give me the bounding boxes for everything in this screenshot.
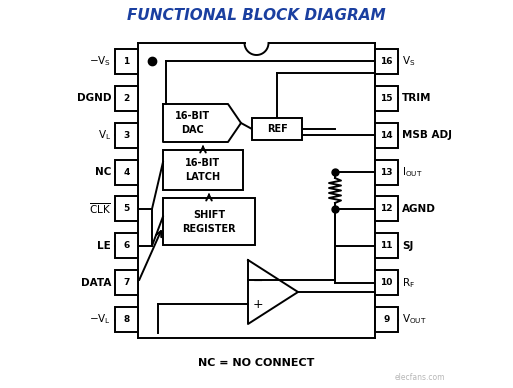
Text: 14: 14 bbox=[380, 131, 393, 140]
Text: 6: 6 bbox=[123, 241, 130, 250]
Polygon shape bbox=[248, 260, 298, 324]
Text: REGISTER: REGISTER bbox=[182, 223, 236, 234]
Text: NC: NC bbox=[94, 167, 111, 177]
Bar bbox=[115, 307, 138, 332]
Text: REF: REF bbox=[267, 124, 287, 134]
Text: 1: 1 bbox=[123, 57, 130, 66]
Text: NC = NO CONNECT: NC = NO CONNECT bbox=[198, 358, 314, 368]
Text: $-\mathrm{V_S}$: $-\mathrm{V_S}$ bbox=[89, 55, 111, 68]
Text: 5: 5 bbox=[123, 204, 130, 213]
Bar bbox=[163, 150, 243, 190]
Bar bbox=[375, 49, 398, 74]
Bar bbox=[115, 233, 138, 258]
Text: 10: 10 bbox=[380, 278, 392, 287]
Text: LATCH: LATCH bbox=[185, 172, 221, 182]
Text: 2: 2 bbox=[123, 94, 130, 103]
Text: 16-BIT: 16-BIT bbox=[185, 158, 221, 168]
Text: $\mathrm{R_F}$: $\mathrm{R_F}$ bbox=[402, 276, 415, 289]
Bar bbox=[375, 159, 398, 185]
Text: FUNCTIONAL BLOCK DIAGRAM: FUNCTIONAL BLOCK DIAGRAM bbox=[127, 9, 385, 24]
Bar bbox=[375, 307, 398, 332]
Text: 11: 11 bbox=[380, 241, 393, 250]
Bar bbox=[115, 86, 138, 111]
Bar bbox=[115, 196, 138, 222]
Text: 8: 8 bbox=[123, 315, 130, 324]
Text: $\mathrm{V_L}$: $\mathrm{V_L}$ bbox=[98, 128, 111, 142]
Text: $-$: $-$ bbox=[252, 274, 264, 286]
Text: 15: 15 bbox=[380, 94, 393, 103]
Text: $\mathrm{V_{OUT}}$: $\mathrm{V_{OUT}}$ bbox=[402, 313, 427, 326]
Text: MSB ADJ: MSB ADJ bbox=[402, 130, 452, 140]
Bar bbox=[252, 118, 302, 140]
Bar bbox=[115, 270, 138, 295]
Bar bbox=[375, 123, 398, 148]
Bar bbox=[115, 159, 138, 185]
Text: $+$: $+$ bbox=[252, 298, 264, 310]
Text: SJ: SJ bbox=[402, 241, 413, 251]
Text: 16: 16 bbox=[380, 57, 393, 66]
Text: 12: 12 bbox=[380, 204, 393, 213]
Text: TRIM: TRIM bbox=[402, 93, 431, 103]
Text: 9: 9 bbox=[383, 315, 390, 324]
Text: $\mathrm{V_S}$: $\mathrm{V_S}$ bbox=[402, 55, 416, 68]
Bar bbox=[115, 123, 138, 148]
Bar bbox=[115, 49, 138, 74]
Text: $-\mathrm{V_L}$: $-\mathrm{V_L}$ bbox=[89, 313, 111, 326]
Text: 4: 4 bbox=[123, 168, 130, 177]
Text: 3: 3 bbox=[123, 131, 130, 140]
Bar bbox=[375, 196, 398, 222]
Text: 16-BIT: 16-BIT bbox=[175, 111, 210, 121]
Polygon shape bbox=[163, 104, 241, 142]
Bar bbox=[375, 233, 398, 258]
Text: AGND: AGND bbox=[402, 204, 436, 214]
Text: DATA: DATA bbox=[81, 278, 111, 288]
Text: 7: 7 bbox=[123, 278, 130, 287]
Bar bbox=[375, 86, 398, 111]
Bar bbox=[163, 198, 255, 245]
Bar bbox=[375, 270, 398, 295]
Text: LE: LE bbox=[97, 241, 111, 251]
Text: $\overline{\mathrm{CLK}}$: $\overline{\mathrm{CLK}}$ bbox=[89, 202, 111, 216]
Text: DAC: DAC bbox=[181, 125, 204, 135]
Text: SHIFT: SHIFT bbox=[193, 210, 225, 220]
Text: $\mathrm{I_{OUT}}$: $\mathrm{I_{OUT}}$ bbox=[402, 165, 423, 179]
Text: elecfans.com: elecfans.com bbox=[394, 374, 445, 383]
Text: 13: 13 bbox=[380, 168, 393, 177]
Text: DGND: DGND bbox=[76, 93, 111, 103]
